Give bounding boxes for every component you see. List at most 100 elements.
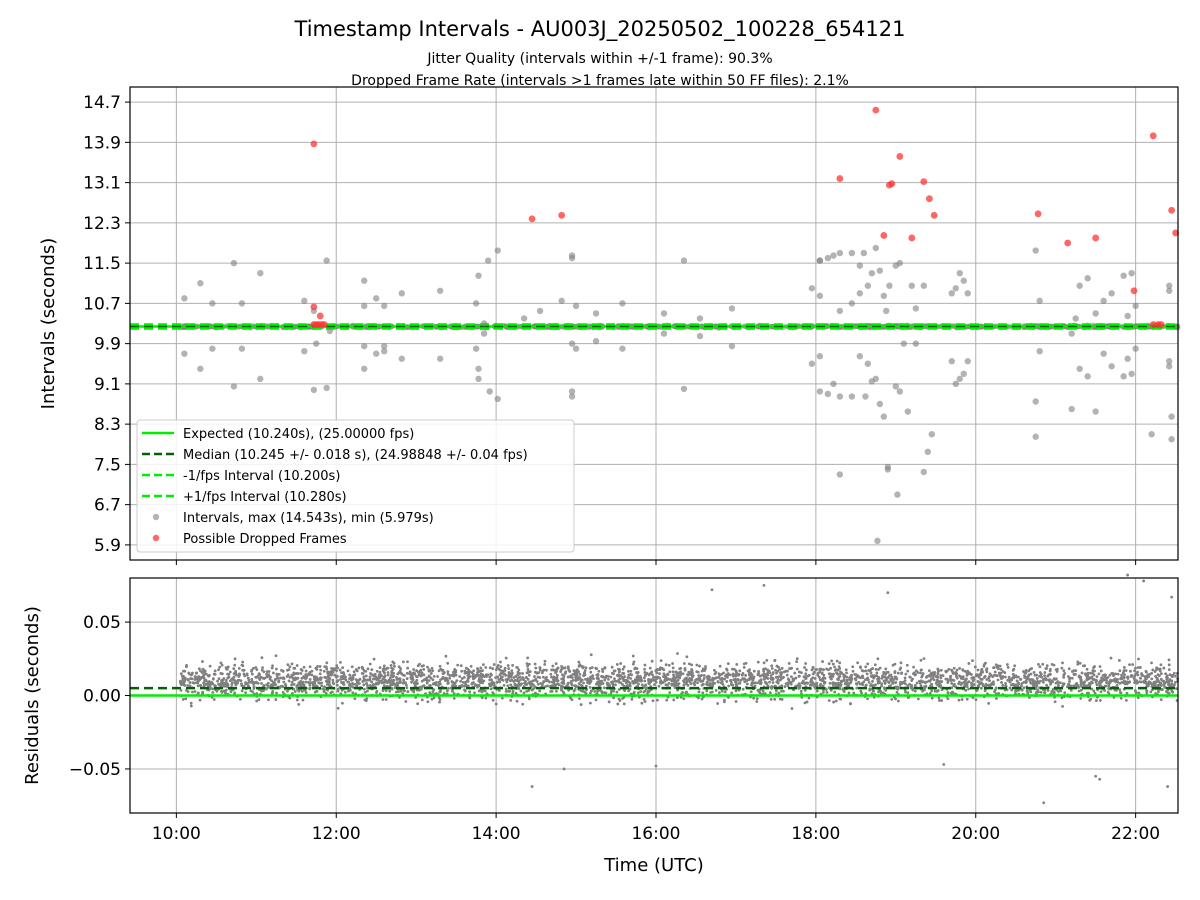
residual-point: [671, 670, 675, 674]
residual-point: [777, 675, 780, 679]
residual-point: [506, 664, 510, 667]
residual-point: [894, 697, 897, 701]
residual-point: [838, 661, 842, 665]
interval-point: [883, 307, 890, 315]
residual-point: [1017, 675, 1020, 679]
residual-point: [287, 668, 291, 672]
residual-point: [921, 672, 925, 675]
residual-point: [860, 669, 864, 672]
residual-point: [516, 679, 519, 683]
residual-point: [528, 682, 532, 686]
residual-point: [352, 670, 356, 674]
residual-point: [874, 667, 878, 671]
residual-point: [936, 689, 940, 692]
residual-point: [598, 679, 602, 683]
residual-point: [961, 675, 965, 678]
residual-point: [651, 699, 655, 703]
residual-point: [230, 677, 234, 681]
residual-point: [377, 676, 381, 680]
residual-point: [441, 672, 445, 675]
residual-point: [840, 680, 843, 684]
residual-point: [222, 689, 226, 693]
residual-point: [436, 675, 440, 678]
residual-point: [770, 677, 774, 681]
residual-point: [384, 698, 388, 701]
residual-point: [555, 673, 559, 677]
interval-point: [181, 295, 188, 302]
residual-point: [393, 683, 397, 686]
residual-point: [654, 680, 658, 684]
residual-point: [448, 676, 452, 680]
residual-point: [773, 684, 777, 688]
residual-point: [606, 683, 609, 687]
residual-point: [861, 683, 865, 687]
residual-point: [318, 672, 322, 676]
residual-point: [947, 667, 951, 671]
residual-point: [388, 676, 392, 680]
residual-point: [1074, 669, 1078, 673]
interval-point: [230, 259, 238, 267]
residual-point: [574, 675, 577, 679]
residual-point: [1154, 680, 1157, 684]
residual-point: [526, 677, 530, 681]
residual-point: [717, 691, 721, 695]
residual-point: [615, 663, 619, 666]
residual-point: [996, 664, 1000, 668]
residual-point: [1045, 664, 1049, 668]
residual-point: [1098, 699, 1102, 702]
residual-point: [502, 683, 506, 687]
residual-point: [629, 673, 633, 676]
residual-point: [810, 683, 814, 687]
interval-point: [619, 300, 626, 307]
residual-point: [195, 677, 199, 681]
residual-point: [208, 664, 212, 668]
residual-point: [304, 680, 308, 684]
residual-point: [822, 668, 825, 672]
residual-point: [386, 671, 390, 674]
residual-point: [1118, 688, 1122, 692]
residual-point: [594, 698, 598, 702]
residual-point: [811, 665, 815, 669]
residual-point: [189, 701, 193, 705]
residual-point: [946, 691, 950, 695]
residual-point: [789, 667, 793, 670]
residual-point: [530, 688, 534, 692]
residual-point: [809, 680, 812, 684]
residual-point: [690, 677, 693, 681]
residual-point: [865, 672, 869, 676]
residual-point: [239, 679, 243, 683]
residual-point: [582, 681, 585, 685]
residual-point: [1067, 667, 1071, 671]
residual-point: [954, 671, 958, 674]
residual-point: [642, 676, 646, 680]
residual-point: [324, 665, 328, 669]
residual-point: [560, 688, 563, 692]
residual-point: [763, 692, 767, 695]
residual-point: [362, 687, 366, 691]
residual-point: [1004, 681, 1007, 685]
residual-point: [554, 662, 558, 666]
residual-point: [991, 682, 995, 686]
residual-point: [833, 665, 836, 669]
residual-point: [1024, 671, 1028, 675]
residual-point: [815, 681, 819, 685]
residual-point: [1095, 683, 1099, 687]
legend: Expected (10.240s), (25.00000 fps) Media…: [136, 419, 575, 553]
residual-point: [740, 673, 744, 677]
interval-point: [536, 307, 544, 315]
residual-point: [362, 675, 366, 679]
residual-point: [1003, 671, 1007, 675]
residual-point: [929, 677, 933, 681]
residual-point: [1136, 666, 1140, 669]
residual-point: [786, 684, 790, 688]
residual-point: [967, 687, 971, 691]
residual-point: [967, 662, 971, 665]
residual-point: [562, 767, 566, 771]
residual-point: [531, 683, 535, 687]
residual-point: [590, 676, 594, 680]
residual-point: [508, 689, 512, 693]
residual-point: [818, 668, 822, 671]
residual-point: [577, 660, 581, 664]
residual-point: [546, 679, 550, 682]
residual-point: [612, 696, 615, 700]
